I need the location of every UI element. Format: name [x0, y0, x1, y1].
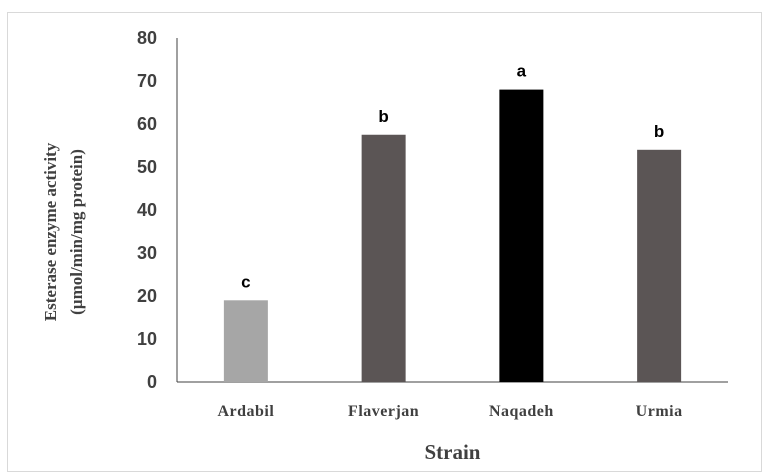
y-axis-title-line1: Esterase enzyme activity	[41, 142, 60, 321]
x-axis-categories: Ardabil Flaverjan Naqadeh Urmia	[217, 403, 682, 420]
y-tick-label: 30	[137, 243, 157, 263]
x-tick-label: Urmia	[636, 403, 683, 420]
y-tick-label: 80	[137, 28, 157, 48]
y-tick-label: 0	[147, 372, 157, 392]
data-label: c	[241, 272, 250, 291]
bars	[224, 90, 681, 382]
x-axis-title: Strain	[424, 440, 480, 464]
data-label: b	[378, 107, 388, 126]
y-axis-title: Esterase enzyme activity (µmol/min/mg pr…	[41, 142, 86, 321]
bar-ardabil	[224, 300, 268, 382]
y-tick-label: 60	[137, 114, 157, 134]
data-label: a	[517, 62, 527, 81]
y-tick-label: 50	[137, 157, 157, 177]
x-tick-label: Naqadeh	[489, 403, 554, 420]
bar-urmia	[637, 150, 681, 382]
bar-naqadeh	[499, 90, 543, 382]
bar-flaverjan	[362, 135, 406, 382]
data-label: b	[654, 122, 664, 141]
y-axis-ticks: 0 10 20 30 40 50 60 70 80	[137, 28, 157, 392]
x-tick-label: Flaverjan	[348, 403, 419, 420]
y-tick-label: 10	[137, 329, 157, 349]
y-tick-label: 20	[137, 286, 157, 306]
y-tick-label: 40	[137, 200, 157, 220]
y-tick-label: 70	[137, 71, 157, 91]
x-tick-label: Ardabil	[217, 403, 274, 420]
y-axis-title-line2: (µmol/min/mg protein)	[67, 149, 86, 315]
data-labels: c b a b	[241, 62, 664, 292]
